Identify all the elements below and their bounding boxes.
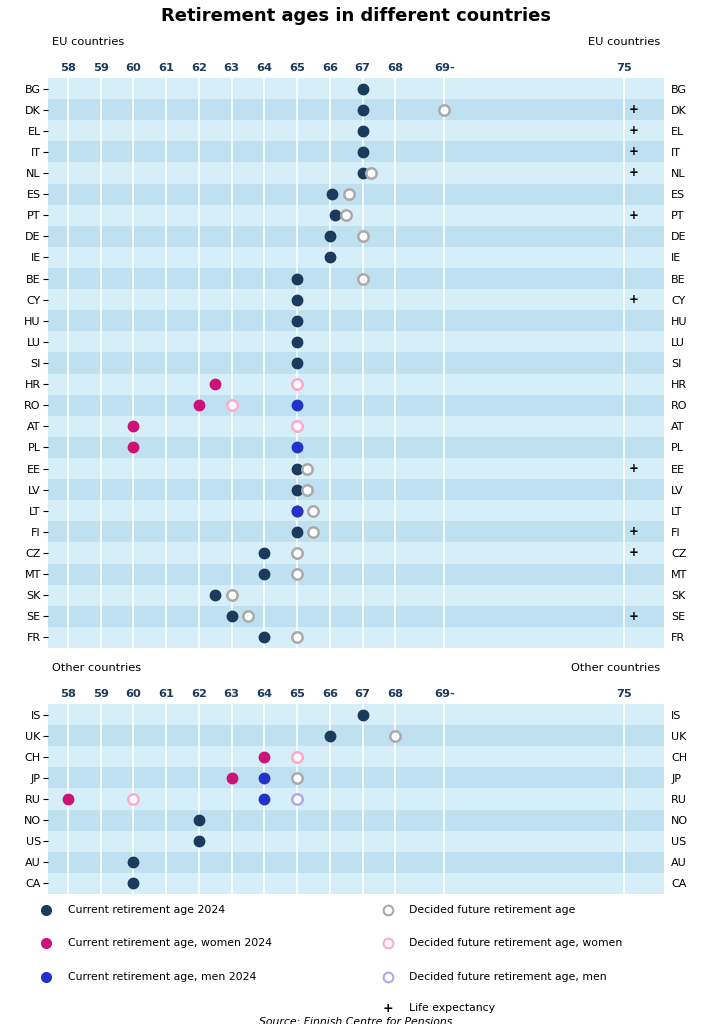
Bar (48, 852, 664, 872)
Text: Decided future retirement age, women: Decided future retirement age, women (409, 938, 623, 948)
Text: 62: 62 (191, 689, 207, 698)
Bar (48, 78, 664, 99)
Text: 69-: 69- (434, 62, 455, 73)
Bar (48, 437, 664, 458)
Text: +: + (629, 103, 639, 116)
Bar (48, 606, 664, 627)
Text: +: + (629, 547, 639, 559)
Bar (48, 830, 664, 852)
Text: +: + (629, 293, 639, 306)
Bar (48, 788, 664, 810)
Text: +: + (629, 124, 639, 137)
Bar (48, 500, 664, 521)
Text: 58: 58 (60, 689, 76, 698)
Text: +: + (629, 525, 639, 539)
Text: 59: 59 (93, 689, 109, 698)
Text: 64: 64 (256, 689, 273, 698)
Text: 67: 67 (355, 62, 370, 73)
Text: +: + (383, 1001, 393, 1015)
Bar (48, 205, 664, 225)
Bar (48, 585, 664, 606)
Bar (48, 289, 664, 310)
Text: 65: 65 (289, 62, 305, 73)
Text: 66: 66 (322, 689, 337, 698)
Bar (48, 183, 664, 205)
Bar (48, 705, 664, 725)
Text: +: + (629, 167, 639, 179)
Text: Source: Finnish Centre for Pensions: Source: Finnish Centre for Pensions (259, 1017, 453, 1024)
Text: 59: 59 (93, 62, 109, 73)
Text: +: + (629, 209, 639, 222)
Bar (48, 416, 664, 437)
Text: EU countries: EU countries (52, 37, 124, 47)
Bar (48, 458, 664, 479)
Text: 63: 63 (224, 62, 240, 73)
Text: 58: 58 (60, 62, 76, 73)
Text: 61: 61 (158, 689, 174, 698)
Text: 68: 68 (387, 689, 403, 698)
Bar (48, 374, 664, 394)
Bar (48, 247, 664, 268)
Text: Decided future retirement age, men: Decided future retirement age, men (409, 972, 607, 982)
Bar (48, 521, 664, 543)
Bar (48, 394, 664, 416)
Text: 75: 75 (617, 62, 632, 73)
Text: Life expectancy: Life expectancy (409, 1004, 496, 1014)
Bar (48, 725, 664, 746)
Text: Current retirement age 2024: Current retirement age 2024 (68, 904, 225, 914)
Text: +: + (629, 610, 639, 623)
Bar (48, 479, 664, 500)
Bar (48, 563, 664, 585)
Bar (48, 163, 664, 183)
Text: 62: 62 (191, 62, 207, 73)
Text: +: + (629, 145, 639, 159)
Bar (48, 141, 664, 163)
Bar (48, 627, 664, 648)
Text: 64: 64 (256, 62, 273, 73)
Text: 60: 60 (125, 689, 142, 698)
Text: 61: 61 (158, 62, 174, 73)
Text: Current retirement age, women 2024: Current retirement age, women 2024 (68, 938, 272, 948)
Text: 67: 67 (355, 689, 370, 698)
Bar (48, 310, 664, 332)
Text: Decided future retirement age: Decided future retirement age (409, 904, 576, 914)
Bar (48, 810, 664, 830)
Bar (48, 543, 664, 563)
Bar (48, 332, 664, 352)
Text: Current retirement age, men 2024: Current retirement age, men 2024 (68, 972, 256, 982)
Bar (48, 120, 664, 141)
Text: 66: 66 (322, 62, 337, 73)
Text: Other countries: Other countries (571, 664, 660, 673)
Text: Retirement ages in different countries: Retirement ages in different countries (161, 7, 551, 25)
Text: 68: 68 (387, 62, 403, 73)
Text: Other countries: Other countries (52, 664, 141, 673)
Bar (48, 352, 664, 374)
Bar (48, 746, 664, 767)
Text: +: + (629, 462, 639, 475)
Text: 65: 65 (289, 689, 305, 698)
Text: 75: 75 (617, 689, 632, 698)
Text: 69-: 69- (434, 689, 455, 698)
Bar (48, 767, 664, 788)
Text: 60: 60 (125, 62, 142, 73)
Bar (48, 268, 664, 289)
Text: EU countries: EU countries (588, 37, 660, 47)
Text: 63: 63 (224, 689, 240, 698)
Bar (48, 99, 664, 120)
Bar (48, 225, 664, 247)
Bar (48, 872, 664, 894)
